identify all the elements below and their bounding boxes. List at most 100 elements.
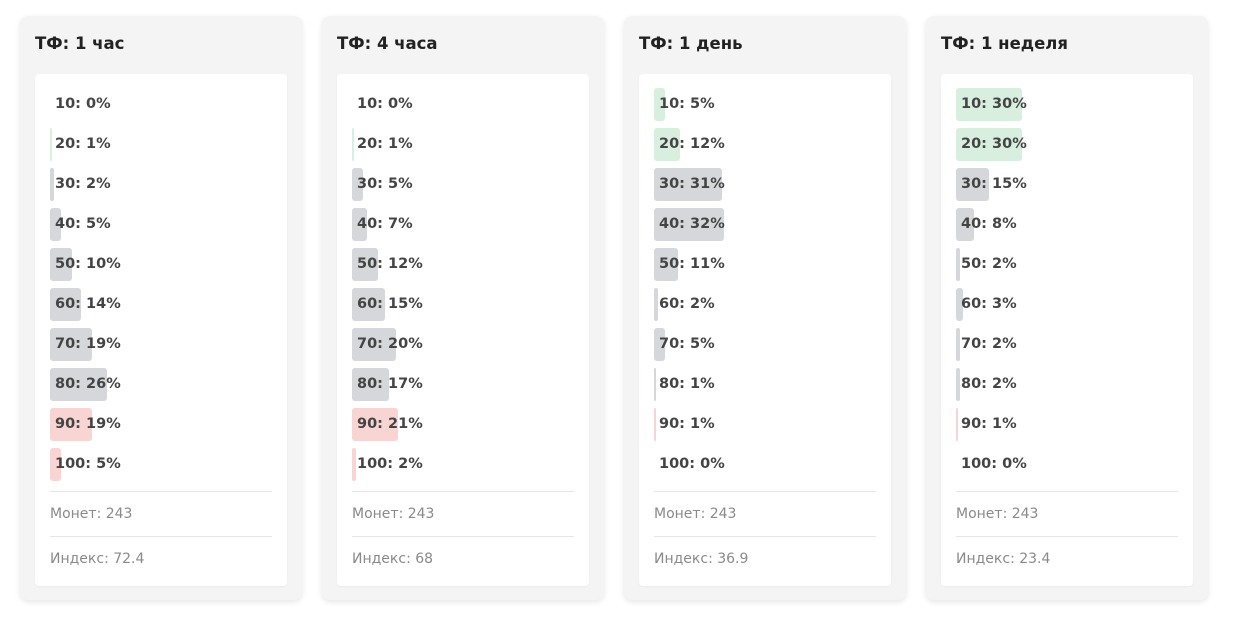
bin-label: 70: 19% [55, 336, 121, 352]
bin-bar [654, 208, 725, 241]
bin-bar [956, 368, 961, 401]
distribution-panel: 10: 30% 20: 30% 30: 15% 40: 8% 50: 2% 60: 3% 7… [941, 74, 1193, 586]
bin-bar [352, 448, 357, 481]
bin-row: 70: 19% [50, 328, 272, 361]
bin-row: 100: 5% [50, 448, 272, 481]
bin-row: 80: 17% [352, 368, 574, 401]
bin-label: 90: 1% [961, 416, 1017, 432]
bin-label: 10: 0% [55, 96, 111, 112]
bin-row: 10: 0% [50, 88, 272, 121]
bin-list: 10: 0% 20: 1% 30: 2% 40: 5% 50: 10% 60: 14% 70… [50, 88, 272, 488]
bin-row: 20: 12% [654, 128, 876, 161]
bin-row: 70: 20% [352, 328, 574, 361]
bin-label: 70: 2% [961, 336, 1017, 352]
bin-label: 10: 5% [659, 96, 715, 112]
bin-label: 100: 0% [659, 456, 725, 472]
bin-row: 50: 12% [352, 248, 574, 281]
bin-row: 80: 1% [654, 368, 876, 401]
bin-bar [654, 168, 723, 201]
bin-list: 10: 0% 20: 1% 30: 5% 40: 7% 50: 12% 60: 15% 70… [352, 88, 574, 488]
bin-row: 20: 30% [956, 128, 1178, 161]
bin-bar [50, 208, 61, 241]
card-title: ТФ: 1 день [639, 34, 743, 53]
bin-bar [956, 88, 1022, 121]
bin-bar [50, 168, 55, 201]
distribution-panel: 10: 0% 20: 1% 30: 5% 40: 7% 50: 12% 60: 15% 70… [337, 74, 589, 586]
bin-row: 30: 2% [50, 168, 272, 201]
bin-bar [50, 248, 72, 281]
bin-row: 80: 26% [50, 368, 272, 401]
bin-label: 40: 8% [961, 216, 1017, 232]
bin-bar [50, 408, 92, 441]
bin-row: 60: 2% [654, 288, 876, 321]
bin-row: 10: 30% [956, 88, 1178, 121]
bin-label: 50: 10% [55, 256, 121, 272]
bin-row: 60: 14% [50, 288, 272, 321]
bin-list: 10: 30% 20: 30% 30: 15% 40: 8% 50: 2% 60: 3% 7… [956, 88, 1178, 488]
bin-label: 90: 21% [357, 416, 423, 432]
bin-bar [50, 328, 92, 361]
bin-row: 40: 5% [50, 208, 272, 241]
bin-label: 30: 5% [357, 176, 413, 192]
bin-row: 100: 2% [352, 448, 574, 481]
bin-row: 50: 11% [654, 248, 876, 281]
bin-bar [352, 128, 355, 161]
bin-row: 20: 1% [352, 128, 574, 161]
bin-bar [956, 168, 989, 201]
bin-bar [654, 328, 665, 361]
bin-label: 60: 2% [659, 296, 715, 312]
bin-label: 30: 15% [961, 176, 1027, 192]
bin-label: 70: 20% [357, 336, 423, 352]
bin-row: 70: 5% [654, 328, 876, 361]
timeframe-card: ТФ: 4 часа 10: 0% 20: 1% 30: 5% 40: 7% 50: 12… [322, 16, 604, 600]
coins-count: Монет: 243 [654, 491, 876, 536]
bin-row: 90: 19% [50, 408, 272, 441]
distribution-panel: 10: 0% 20: 1% 30: 2% 40: 5% 50: 10% 60: 14% 70… [35, 74, 287, 586]
bin-bar [956, 128, 1022, 161]
bin-row: 10: 5% [654, 88, 876, 121]
bin-label: 60: 3% [961, 296, 1017, 312]
bin-label: 50: 2% [961, 256, 1017, 272]
bin-bar [956, 408, 959, 441]
bin-row: 40: 7% [352, 208, 574, 241]
bin-label: 10: 30% [961, 96, 1027, 112]
bin-row: 30: 15% [956, 168, 1178, 201]
bin-list: 10: 5% 20: 12% 30: 31% 40: 32% 50: 11% 60: 2%… [654, 88, 876, 488]
bin-row: 90: 1% [956, 408, 1178, 441]
bin-bar [50, 128, 53, 161]
bin-label: 60: 14% [55, 296, 121, 312]
bin-row: 90: 21% [352, 408, 574, 441]
bin-row: 60: 15% [352, 288, 574, 321]
distribution-panel: 10: 5% 20: 12% 30: 31% 40: 32% 50: 11% 60: 2%… [639, 74, 891, 586]
bin-label: 20: 12% [659, 136, 725, 152]
bin-bar [50, 368, 108, 401]
timeframe-card: ТФ: 1 день 10: 5% 20: 12% 30: 31% 40: 32% 50:… [624, 16, 906, 600]
bin-row: 50: 2% [956, 248, 1178, 281]
bin-label: 100: 0% [961, 456, 1027, 472]
bin-bar [956, 208, 974, 241]
bin-row: 100: 0% [654, 448, 876, 481]
card-title: ТФ: 4 часа [337, 34, 438, 53]
bin-label: 40: 5% [55, 216, 111, 232]
bin-row: 20: 1% [50, 128, 272, 161]
bin-bar [50, 288, 81, 321]
bin-label: 90: 1% [659, 416, 715, 432]
timeframe-card: ТФ: 1 час 10: 0% 20: 1% 30: 2% 40: 5% 50: 10%… [20, 16, 302, 600]
index-value: Индекс: 36.9 [654, 536, 876, 581]
bin-label: 90: 19% [55, 416, 121, 432]
bin-label: 30: 31% [659, 176, 725, 192]
bin-label: 80: 17% [357, 376, 423, 392]
bin-bar [352, 208, 368, 241]
bin-label: 100: 5% [55, 456, 121, 472]
card-title: ТФ: 1 неделя [941, 34, 1068, 53]
bin-label: 20: 1% [55, 136, 111, 152]
bin-label: 60: 15% [357, 296, 423, 312]
bin-label: 100: 2% [357, 456, 423, 472]
bin-bar [352, 368, 390, 401]
bin-bar [50, 448, 61, 481]
bin-bar [654, 368, 657, 401]
bin-label: 50: 12% [357, 256, 423, 272]
bin-row: 60: 3% [956, 288, 1178, 321]
timeframe-cards: ТФ: 1 час 10: 0% 20: 1% 30: 2% 40: 5% 50: 10%… [20, 16, 1208, 600]
bin-row: 10: 0% [352, 88, 574, 121]
